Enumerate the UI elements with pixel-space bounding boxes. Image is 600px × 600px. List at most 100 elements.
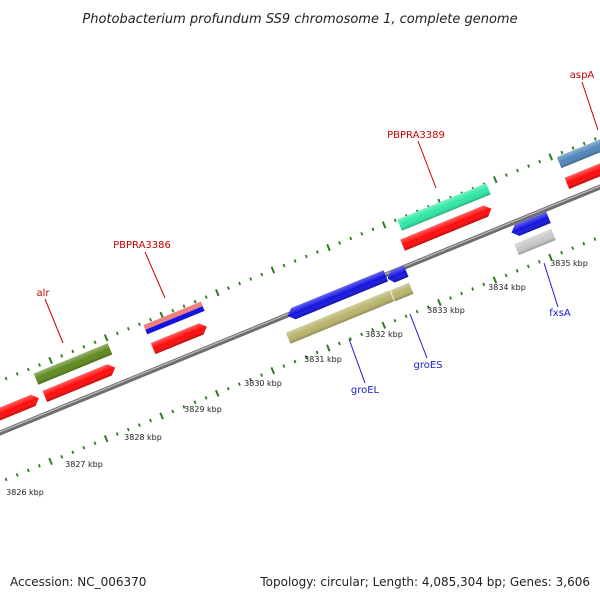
tick-mark — [159, 412, 164, 420]
label-leaders — [44, 81, 599, 384]
tick-mark — [204, 396, 208, 400]
tick-mark — [26, 468, 30, 473]
tick-mark — [571, 246, 575, 251]
tick-mark — [93, 441, 97, 446]
tick-mark — [338, 241, 342, 245]
map-title: Photobacterium profundum SS9 chromosome … — [82, 12, 517, 27]
tick-mark — [326, 344, 331, 352]
tick-mark — [15, 372, 19, 376]
tick-mark — [238, 281, 242, 286]
tick-mark — [282, 364, 286, 368]
tick-mark — [404, 314, 408, 319]
groel-feature[interactable] — [285, 270, 389, 321]
tick-mark — [226, 386, 230, 391]
tick-mark — [215, 289, 220, 297]
tick-mark — [538, 159, 542, 164]
tick-mark — [548, 153, 554, 161]
cds-feature-forward[interactable] — [400, 203, 493, 251]
fxsa-aux-feature[interactable] — [514, 228, 556, 256]
tick-mark — [138, 322, 141, 327]
tick-mark — [504, 273, 508, 278]
fxsa-feature[interactable] — [509, 211, 551, 238]
tick-mark — [527, 164, 531, 168]
tick-mark — [71, 349, 75, 354]
tick-mark — [293, 259, 297, 263]
tick-mark — [171, 409, 175, 414]
groel-aux-feature[interactable] — [285, 290, 395, 344]
tick-mark — [471, 287, 475, 291]
tick-mark — [593, 237, 597, 241]
feature-track — [0, 135, 600, 428]
tick-mark — [260, 373, 264, 377]
cds-feature-forward[interactable] — [0, 393, 41, 428]
inner-tick-track — [4, 237, 597, 482]
tick-mark — [492, 176, 498, 184]
tick-mark — [337, 341, 341, 346]
outer-tick-track — [4, 137, 597, 381]
tick-mark — [48, 356, 53, 364]
tick-mark — [360, 232, 364, 236]
cds-feature-forward[interactable] — [150, 321, 209, 355]
tick-mark — [226, 286, 230, 290]
groes-feature[interactable] — [385, 265, 409, 285]
tick-mark — [582, 141, 586, 146]
tick-mark — [326, 243, 331, 252]
tick-mark — [82, 445, 86, 450]
tick-mark — [371, 327, 375, 332]
tick-mark — [182, 304, 186, 309]
gene-label-fxsa: fxsA — [549, 308, 571, 319]
tick-mark — [60, 454, 64, 459]
tick-mark — [426, 305, 430, 309]
tick-mark — [504, 173, 508, 177]
tick-mark — [115, 432, 119, 436]
genome-summary-text: Topology: circular; Length: 4,085,304 bp… — [259, 575, 590, 589]
scale-label: 3835 kbp — [550, 259, 588, 268]
tick-mark — [103, 435, 109, 443]
tick-mark — [82, 345, 86, 349]
tick-mark — [270, 266, 276, 274]
tick-mark — [371, 227, 375, 232]
tick-mark — [393, 318, 397, 323]
scale-label: 3832 kbp — [365, 330, 403, 339]
scale-label: 3827 kbp — [65, 460, 103, 469]
tick-mark — [349, 337, 352, 341]
tick-mark — [415, 309, 419, 314]
tick-mark — [115, 331, 119, 336]
accession-text: Accession: NC_006370 — [10, 575, 146, 589]
cds-feature-forward[interactable] — [564, 158, 600, 190]
tick-mark — [103, 334, 109, 342]
pbpra3389-feature[interactable] — [397, 183, 491, 231]
gene-label-groel: groEL — [351, 385, 380, 396]
tick-mark — [360, 332, 364, 337]
gene-label-groes: groES — [413, 360, 442, 371]
cds-feature-forward[interactable] — [42, 362, 118, 402]
scale-label: 3833 kbp — [427, 306, 465, 315]
tick-mark — [582, 241, 586, 246]
tick-mark — [293, 359, 297, 364]
pbpra3386-feature[interactable] — [143, 301, 205, 335]
tick-mark — [4, 477, 8, 482]
tick-mark — [171, 308, 175, 313]
tick-mark — [249, 377, 252, 382]
groes-aux-feature[interactable] — [390, 282, 414, 302]
tick-mark — [193, 299, 197, 304]
tick-mark — [526, 264, 530, 269]
tick-mark — [548, 253, 553, 261]
tick-mark — [437, 299, 442, 307]
tick-mark — [460, 291, 464, 296]
tick-mark — [38, 363, 41, 367]
gene-label-aspa: aspA — [570, 70, 595, 81]
tick-mark — [126, 427, 130, 432]
scale-label: 3831 kbp — [304, 355, 342, 364]
alr-feature[interactable] — [33, 343, 113, 385]
aspa-feature[interactable] — [556, 135, 600, 169]
tick-mark — [315, 250, 319, 254]
tick-mark — [516, 168, 519, 173]
tick-mark — [126, 326, 130, 331]
gene-label-pbpra3386: PBPRA3386 — [113, 240, 171, 251]
tick-mark — [393, 218, 397, 223]
tick-mark — [137, 423, 141, 427]
gene-label-pbpra3389: PBPRA3389 — [387, 130, 445, 141]
tick-mark — [93, 340, 97, 345]
